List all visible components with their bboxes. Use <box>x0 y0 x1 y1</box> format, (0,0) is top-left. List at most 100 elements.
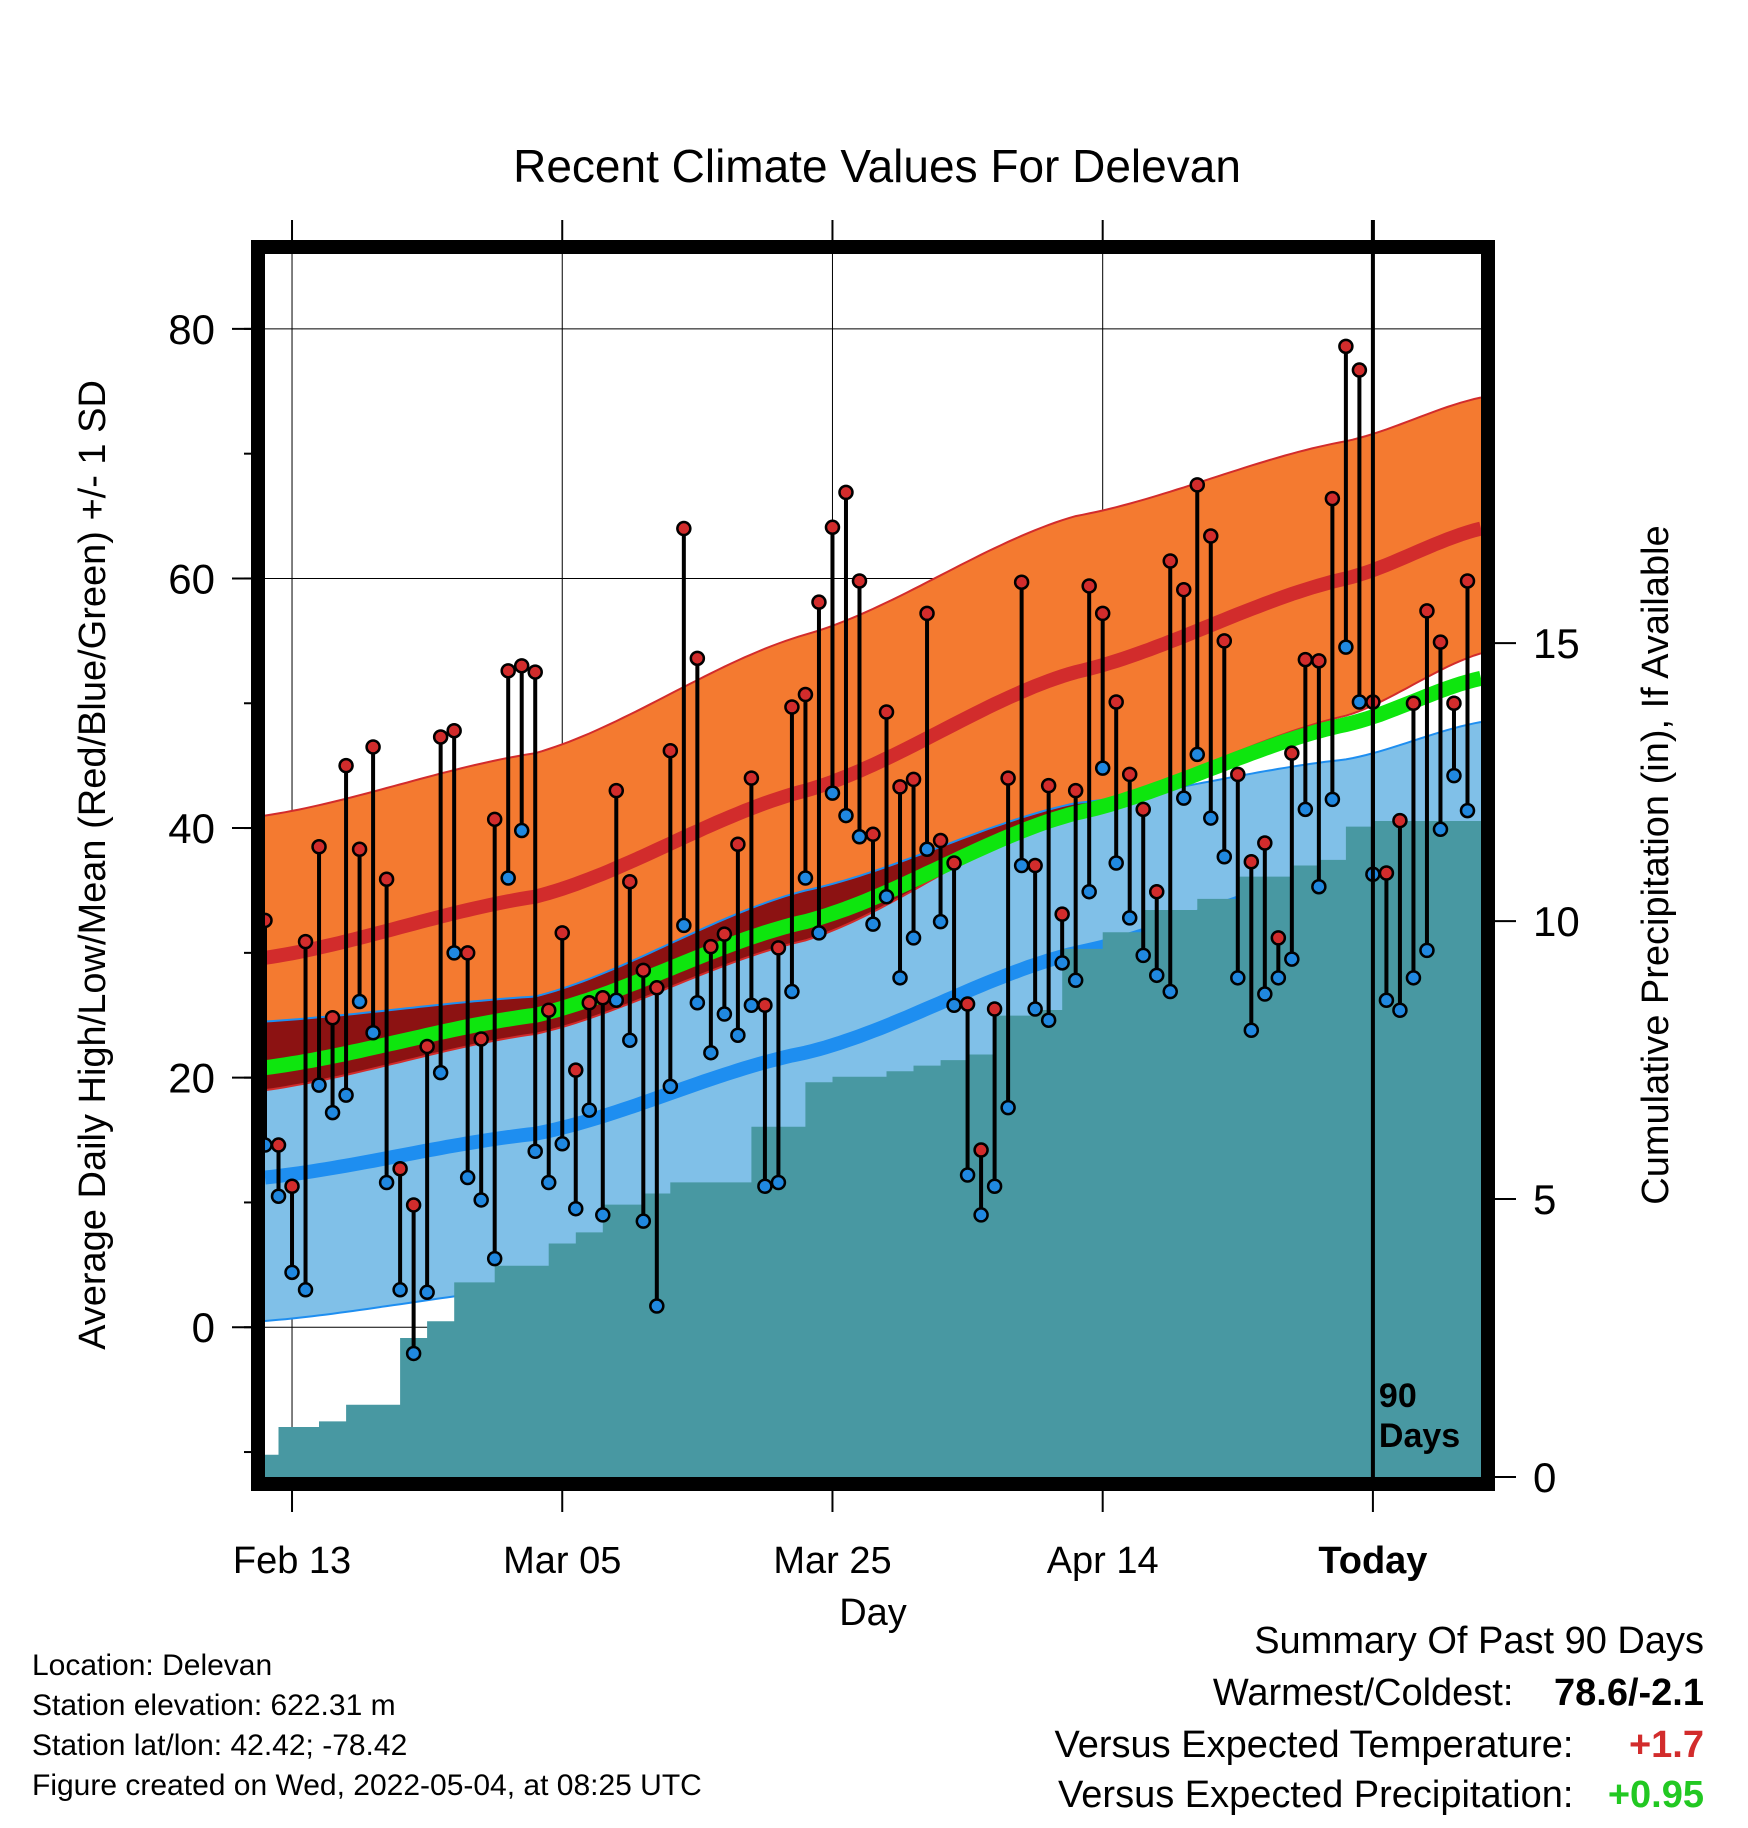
x-tick-label: Today <box>1318 1540 1427 1582</box>
y-tick-label: 0 <box>192 1304 215 1351</box>
high-point <box>1257 835 1273 851</box>
created-text: Figure created on Wed, 2022-05-04, at 08… <box>32 1769 702 1802</box>
high-point <box>608 782 625 799</box>
high-point <box>716 926 733 942</box>
y-tick-label: 20 <box>168 1055 215 1102</box>
right-axis: 0 5 10 15 <box>1495 620 1580 1501</box>
high-point <box>1459 573 1476 589</box>
high-point <box>1148 883 1165 900</box>
low-point <box>568 1200 584 1217</box>
station-info: Location: Delevan Station elevation: 622… <box>32 1646 702 1806</box>
low-point <box>270 1188 287 1204</box>
low-point <box>1338 639 1354 655</box>
high-point <box>405 1197 422 1213</box>
high-point <box>351 841 368 858</box>
low-point <box>824 785 841 801</box>
low-point <box>851 829 868 845</box>
normal-bands <box>263 396 1483 1322</box>
low-point <box>1392 1002 1408 1019</box>
low-point <box>946 997 962 1014</box>
high-point <box>1000 770 1016 786</box>
low-point <box>338 1087 354 1103</box>
high-point <box>486 811 503 828</box>
low-point <box>1054 955 1070 971</box>
summary-precip-value: +0.95 <box>1607 1774 1704 1816</box>
high-point <box>946 855 962 871</box>
high-point <box>568 1062 584 1078</box>
high-point <box>1243 854 1260 870</box>
location-text: Location: Delevan <box>32 1649 273 1682</box>
high-point <box>419 1038 435 1055</box>
high-point <box>1297 651 1314 668</box>
low-point <box>649 1298 665 1314</box>
high-point <box>1189 477 1206 493</box>
low-point <box>1459 802 1476 819</box>
low-point <box>1270 970 1287 986</box>
low-point <box>405 1345 422 1362</box>
high-point <box>1027 857 1043 874</box>
high-point <box>689 650 706 667</box>
high-point <box>473 1031 489 1047</box>
low-point <box>1324 791 1341 808</box>
low-point <box>743 997 760 1014</box>
latlon-text: Station lat/lon: 42.42; -78.42 <box>32 1729 408 1762</box>
high-point <box>297 933 314 950</box>
high-point <box>1446 695 1462 712</box>
low-point <box>662 1078 679 1095</box>
high-point <box>757 997 773 1014</box>
high-point <box>1121 766 1138 783</box>
high-point <box>865 826 881 843</box>
high-point <box>284 1178 300 1194</box>
today-marker-label: 90 <box>1379 1377 1417 1415</box>
high-point <box>311 839 327 855</box>
high-point <box>432 729 449 745</box>
summary-precip-label: Versus Expected Precipitation: <box>1058 1774 1574 1816</box>
low-sd-band <box>265 722 1481 1321</box>
high-point <box>1270 930 1287 946</box>
low-point <box>1189 746 1206 763</box>
y2-tick-label: 0 <box>1533 1454 1556 1501</box>
low-point <box>365 1024 381 1041</box>
low-point <box>838 807 854 824</box>
high-point <box>703 938 719 955</box>
low-point <box>1311 878 1327 895</box>
low-point <box>1297 801 1314 818</box>
low-point <box>297 1282 314 1298</box>
summary-heading: Summary Of Past 90 Days <box>1254 1620 1704 1662</box>
left-axis: 0 20 40 60 80 <box>168 306 251 1454</box>
low-point <box>1148 967 1165 984</box>
summary-precip-row: Versus Expected Precipitation: +0.95 <box>1058 1774 1704 1817</box>
high-point <box>878 704 895 720</box>
low-point <box>878 888 895 905</box>
high-point <box>622 873 638 890</box>
high-point <box>270 1137 287 1153</box>
high-point <box>595 990 611 1006</box>
low-point <box>473 1192 489 1208</box>
high-point <box>446 722 462 739</box>
high-point <box>1040 777 1057 794</box>
high-point <box>392 1161 408 1177</box>
y2-tick-label: 5 <box>1533 1176 1556 1223</box>
high-point <box>1432 634 1449 650</box>
low-point <box>1216 849 1233 865</box>
high-point <box>1216 633 1233 649</box>
high-point <box>959 996 976 1012</box>
low-point <box>973 1207 989 1223</box>
low-point <box>689 995 706 1011</box>
high-point <box>378 871 395 887</box>
low-point <box>1257 986 1273 1002</box>
high-point <box>513 658 530 674</box>
high-point <box>1162 553 1178 569</box>
high-point <box>676 520 692 537</box>
low-point <box>608 992 625 1009</box>
high-point <box>986 1001 1003 1017</box>
high-point <box>1067 782 1084 799</box>
high-point <box>635 962 652 979</box>
high-point <box>338 757 354 774</box>
low-point <box>392 1282 408 1298</box>
low-point <box>446 945 462 961</box>
low-point <box>811 925 827 941</box>
low-point <box>1094 760 1111 776</box>
low-point <box>892 970 908 986</box>
high-point <box>1351 362 1368 378</box>
